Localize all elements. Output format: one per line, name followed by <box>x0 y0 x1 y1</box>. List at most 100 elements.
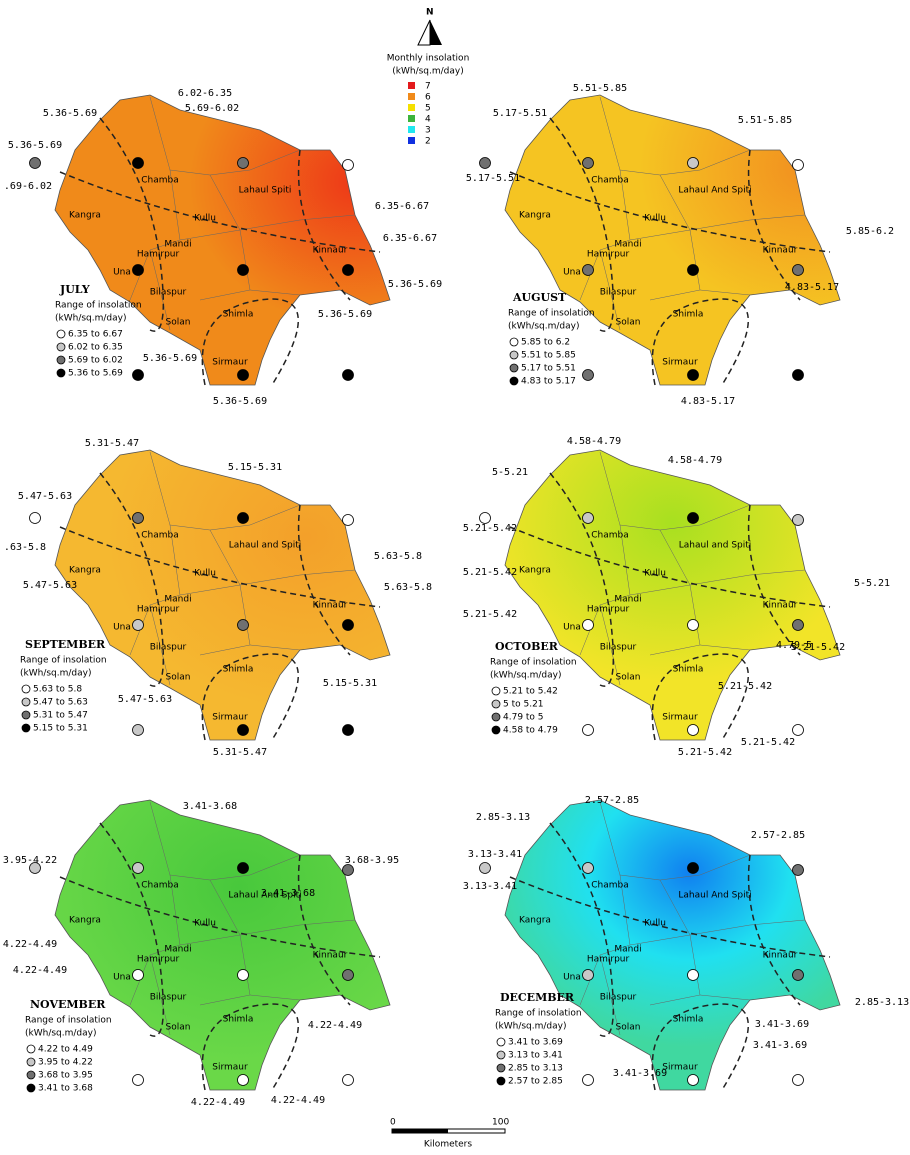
contour-line <box>651 1003 750 1091</box>
district-label: Kangra <box>519 211 551 221</box>
district-label: Chamba <box>591 531 629 541</box>
district-label: Solan <box>166 1023 191 1033</box>
station-dot <box>237 369 249 381</box>
range-symbol <box>496 1050 506 1060</box>
district-label: Mandi <box>164 945 191 955</box>
district-label: Bilaspur <box>600 643 637 653</box>
legend-label: 2 <box>425 137 431 147</box>
district-boundary <box>629 934 751 1001</box>
contour-label: 5.69-6.02 <box>185 103 239 114</box>
district-label: Shimla <box>223 1015 254 1025</box>
district-map <box>54 449 391 741</box>
month-title: NOVEMBER <box>30 998 106 1011</box>
legend-label: 4 <box>425 115 431 125</box>
district-label: Hamirpur <box>587 955 630 965</box>
district-boundary <box>209 879 356 936</box>
range-label: 5.31 to 5.47 <box>33 711 88 721</box>
contour-line <box>509 876 831 958</box>
range-label: 3.41 to 3.68 <box>38 1084 93 1094</box>
district-boundary <box>149 249 171 331</box>
contour-label: 5.36-5.69 <box>213 396 267 407</box>
station-dot <box>132 969 144 981</box>
range-legend-unit: (kWh/sq.m/day) <box>508 322 580 332</box>
district-boundary <box>199 644 251 656</box>
station-dot <box>342 864 354 876</box>
range-legend-title: Range of insolation <box>25 1016 112 1026</box>
district-label: Kinnaur <box>313 601 348 611</box>
station-dot <box>687 619 699 631</box>
district-boundary <box>149 604 171 686</box>
contour-label: 5.15-5.31 <box>323 678 377 689</box>
district-label: Kinnaur <box>763 951 798 961</box>
district-label: Hamirpur <box>137 250 180 260</box>
station-dot <box>792 369 804 381</box>
district-label: Kinnaur <box>763 601 798 611</box>
range-symbol <box>56 355 66 365</box>
range-label: 2.57 to 2.85 <box>508 1077 563 1087</box>
contour-line <box>747 149 801 301</box>
contour-line <box>509 526 831 608</box>
range-label: 5.63 to 5.8 <box>33 685 82 695</box>
range-symbol <box>496 1037 506 1047</box>
contour-line <box>509 171 831 253</box>
district-boundary <box>199 994 251 1006</box>
station-dot <box>29 157 41 169</box>
contour-label: 5.51-5.85 <box>573 83 627 94</box>
legend-label: 3 <box>425 126 431 136</box>
range-legend-unit: (kWh/sq.m/day) <box>20 669 92 679</box>
range-symbol <box>496 1076 506 1086</box>
legend-swatch <box>408 137 415 144</box>
district-label: Lahaul Spiti <box>239 186 292 196</box>
station-dot <box>342 619 354 631</box>
contour-label: 2.85-3.13 <box>855 997 909 1008</box>
contour-label: 3.41-3.69 <box>755 1019 809 1030</box>
range-symbol <box>26 1044 36 1054</box>
range-label: 5.17 to 5.51 <box>521 364 576 374</box>
contour-label: 6.35-6.67 <box>383 233 437 244</box>
district-label: Kullu <box>644 919 666 929</box>
district-label: Sirmaur <box>662 1063 698 1073</box>
contour-label: 4.58-4.79 <box>668 455 722 466</box>
district-label: Solan <box>616 1023 641 1033</box>
district-label: Kullu <box>194 214 216 224</box>
district-label: Kangra <box>519 916 551 926</box>
contour-line <box>651 298 750 386</box>
range-legend-title: Range of insolation <box>55 301 142 311</box>
range-label: 5.15 to 5.31 <box>33 724 88 734</box>
contour-line <box>201 1003 300 1091</box>
range-symbol <box>21 697 31 707</box>
contour-label: 5.21-5.42 <box>463 523 517 534</box>
contour-line <box>549 117 615 332</box>
district-label: Sirmaur <box>212 713 248 723</box>
station-dot <box>792 1074 804 1086</box>
range-label: 3.68 to 3.95 <box>38 1071 93 1081</box>
month-title: DECEMBER <box>500 991 575 1004</box>
station-dot <box>479 157 491 169</box>
district-label: Mandi <box>614 595 641 605</box>
station-dot <box>132 1074 144 1086</box>
district-label: Solan <box>616 318 641 328</box>
district-label: Una <box>563 973 581 983</box>
contour-label: 5.17-5.51 <box>493 108 547 119</box>
station-dot <box>479 512 491 524</box>
contour-label: 5.15-5.31 <box>228 462 282 473</box>
contour-label: 5.51-5.85 <box>738 115 792 126</box>
station-dot <box>132 862 144 874</box>
legend-swatch <box>408 104 415 111</box>
station-dot <box>132 619 144 631</box>
district-label: Bilaspur <box>150 288 187 298</box>
range-label: 4.83 to 5.17 <box>521 377 576 387</box>
contour-label: 6.35-6.67 <box>375 201 429 212</box>
district-label: Kangra <box>69 916 101 926</box>
station-dot <box>132 512 144 524</box>
station-dot <box>582 157 594 169</box>
contour-label: 3.41-3.68 <box>261 888 315 899</box>
station-dot <box>237 1074 249 1086</box>
station-dot <box>237 724 249 736</box>
range-label: 5.85 to 6.2 <box>521 338 570 348</box>
station-dot <box>792 514 804 526</box>
district-label: Shimla <box>223 310 254 320</box>
contour-label: 5.21-5.42 <box>718 681 772 692</box>
station-dot <box>132 724 144 736</box>
